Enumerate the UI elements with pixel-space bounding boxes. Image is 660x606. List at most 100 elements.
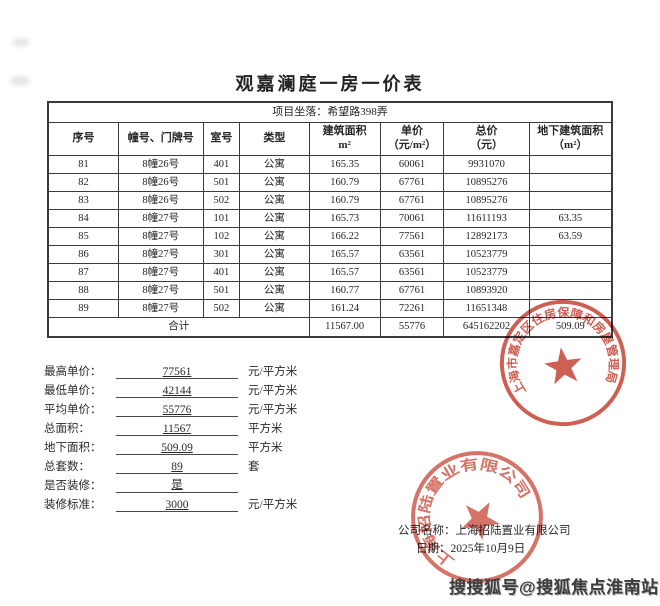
summary-label: 总面积：	[44, 423, 90, 435]
summary-unit: 平方米	[248, 442, 283, 454]
seal-star	[461, 502, 500, 541]
cell-seq: 84	[47, 209, 119, 228]
cell-seq: 82	[47, 173, 119, 192]
col-header-text: 幢号、门牌号	[127, 132, 194, 145]
cell-total-price: 9931070	[443, 155, 530, 174]
official-seal-stamp: 上海市嘉定区住房保障和房屋管理局	[498, 298, 627, 427]
summary-value-line: 55776	[116, 404, 238, 417]
cell-building: 8幢27号	[118, 209, 204, 228]
cell-building: 8幢27号	[118, 299, 204, 318]
cell-unit-price: 70061	[379, 209, 445, 228]
table-row: 83 8幢26号 502 公寓 160.79 67761 10895276	[47, 191, 613, 210]
price-table: 项目坐落：希望路398弄 序号 幢号、门牌号 室号 类型 建筑面积 m² 单价 （元…	[47, 101, 613, 338]
table-row: 81 8幢26号 401 公寓 165.35 60061 9931070	[47, 155, 613, 174]
col-header-room: 室号	[202, 122, 241, 156]
cell-room: 301	[202, 245, 241, 264]
cell-area: 161.24	[308, 299, 381, 318]
scan-smudge	[12, 38, 30, 47]
summary-label: 最低单价：	[44, 385, 102, 397]
summary-label: 总套数：	[44, 461, 90, 473]
cell-area: 165.57	[308, 245, 381, 264]
cell-unit-price: 60061	[379, 155, 445, 174]
summary-unit: 平方米	[248, 423, 283, 435]
col-header-area: 建筑面积 m²	[308, 122, 381, 156]
cell-building: 8幢27号	[118, 227, 204, 246]
summary-label: 装修标准：	[44, 499, 102, 511]
summary-row-underground-area: 地下面积： 509.09 平方米	[44, 436, 328, 455]
cell-seq: 85	[47, 227, 119, 246]
col-header-text: （m²）	[553, 139, 588, 151]
cell-building: 8幢26号	[118, 155, 204, 174]
cell-unit-price: 67761	[379, 281, 445, 300]
cell-room: 502	[202, 299, 241, 318]
cell-underground	[528, 245, 613, 264]
table-row: 88 8幢27号 501 公寓 160.77 67761 10893920	[47, 281, 613, 300]
summary-row-total-area: 总面积： 11567 平方米	[44, 417, 328, 436]
seal-star	[544, 347, 582, 385]
table-row: 86 8幢27号 301 公寓 165.57 63561 10523779	[47, 245, 613, 264]
table-row: 84 8幢27号 101 公寓 165.73 70061 11611193 63…	[47, 209, 613, 228]
table-row: 82 8幢26号 501 公寓 160.79 67761 10895276	[47, 173, 613, 192]
date-line: 日期：2025年10月9日	[416, 540, 571, 558]
summary-value-line: 3000	[116, 499, 238, 512]
scan-smudge	[10, 76, 30, 86]
summary-value-line: 77561	[116, 366, 238, 379]
col-header-text: （元/m²）	[387, 139, 437, 151]
cell-type: 公寓	[239, 281, 310, 300]
cell-type: 公寓	[239, 245, 310, 264]
summary-unit: 元/平方米	[248, 366, 298, 378]
project-location-row: 项目坐落：希望路398弄	[47, 101, 613, 123]
summary-label: 地下面积：	[44, 442, 102, 454]
col-header-text: 室号	[210, 132, 233, 145]
cell-total-price: 10523779	[443, 245, 530, 264]
cell-area: 165.57	[308, 263, 381, 282]
cell-type: 公寓	[239, 299, 310, 318]
cell-unit-price: 72261	[379, 299, 445, 318]
summary-row-avg-price: 平均单价： 55776 元/平方米	[44, 398, 328, 417]
summary-unit: 元/平方米	[248, 385, 298, 397]
col-header-text: m²	[338, 139, 351, 151]
cell-underground: 63.59	[528, 227, 613, 246]
col-header-unit-price: 单价 （元/m²）	[379, 122, 445, 156]
cell-seq: 88	[47, 281, 119, 300]
cell-total-price: 10893920	[443, 281, 530, 300]
total-unit-price-cell: 55776	[379, 317, 445, 338]
cell-type: 公寓	[239, 227, 310, 246]
summary-row-decoration-standard: 装修标准： 3000 元/平方米	[44, 493, 328, 512]
summary-value: 是	[171, 479, 183, 491]
summary-value: 509.09	[161, 442, 193, 454]
summary-unit: 套	[248, 461, 260, 473]
cell-seq: 81	[47, 155, 119, 174]
col-header-text: 单价	[401, 125, 424, 138]
summary-value-line: 89	[116, 461, 238, 474]
watermark: 搜搜狐号@搜狐焦点淮南站	[449, 578, 659, 597]
cell-type: 公寓	[239, 191, 310, 210]
col-header-text: （元）	[469, 139, 503, 151]
cell-total-price: 10895276	[443, 191, 530, 210]
col-header-text: 类型	[263, 132, 286, 145]
cell-total-price: 11651348	[443, 299, 530, 318]
summary-value: 42144	[162, 385, 192, 397]
cell-room: 401	[202, 155, 241, 174]
cell-type: 公寓	[239, 209, 310, 228]
cell-building: 8幢27号	[118, 263, 204, 282]
seal-ring	[411, 451, 543, 583]
summary-label: 是否装修：	[44, 480, 102, 492]
cell-area: 160.79	[308, 191, 381, 210]
cell-building: 8幢27号	[118, 245, 204, 264]
summary-unit: 元/平方米	[248, 404, 298, 416]
cell-area: 160.77	[308, 281, 381, 300]
summary-unit: 元/平方米	[248, 499, 298, 511]
cell-room: 401	[202, 263, 241, 282]
summary-label: 平均单价：	[44, 404, 102, 416]
summary-row-total-units: 总套数： 89 套	[44, 455, 328, 474]
seal-ring	[499, 299, 627, 427]
cell-building: 8幢26号	[118, 173, 204, 192]
summary-value: 89	[171, 461, 183, 473]
col-header-text: 地下建筑面积	[537, 125, 604, 138]
cell-total-price: 12892173	[443, 227, 530, 246]
cell-room: 501	[202, 173, 241, 192]
cell-underground: 63.35	[528, 209, 613, 228]
cell-total-price: 10523779	[443, 263, 530, 282]
cell-unit-price: 67761	[379, 173, 445, 192]
